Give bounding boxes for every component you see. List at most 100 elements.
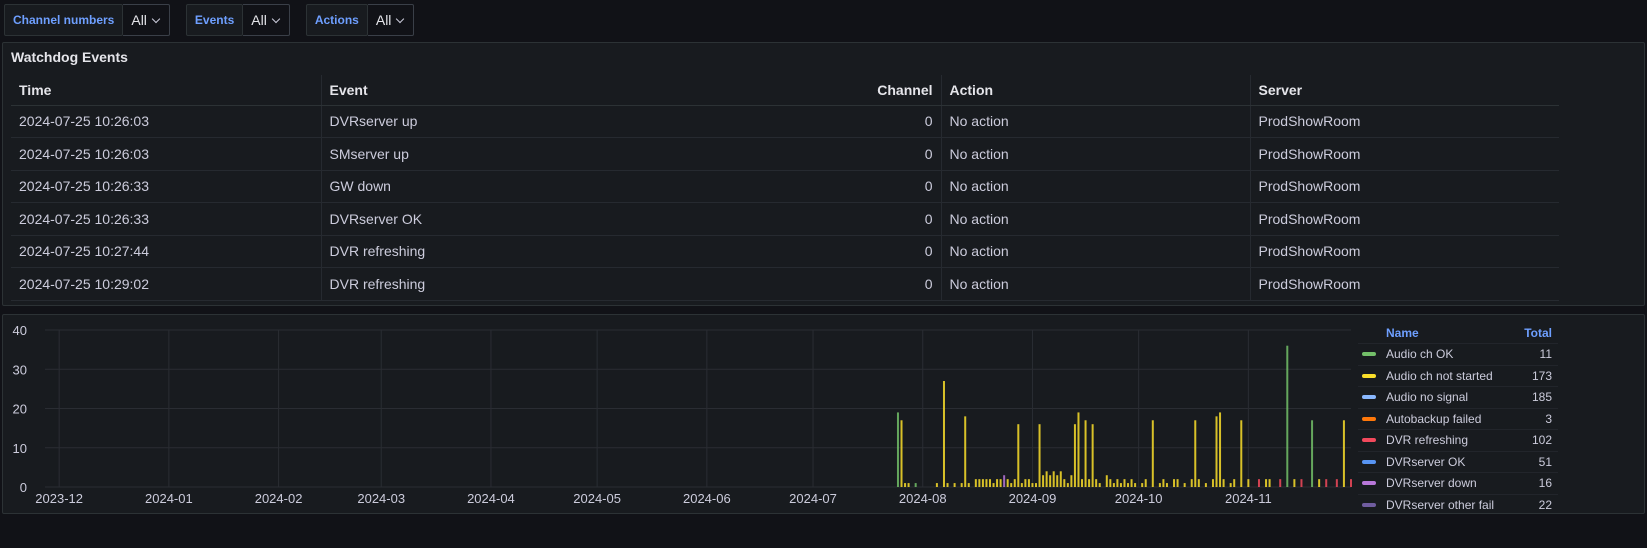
chart-bar: [1098, 483, 1101, 487]
chart-bar: [1024, 479, 1027, 487]
legend-swatch-icon: [1362, 459, 1376, 464]
chart-bar: [1027, 479, 1030, 487]
x-tick-label: 2024-02: [255, 491, 303, 506]
legend-swatch-icon: [1362, 438, 1376, 443]
chart-bar: [1190, 479, 1193, 487]
legend-item[interactable]: Autobackup failed 3: [1358, 407, 1558, 430]
column-header-time[interactable]: Time: [11, 75, 321, 106]
legend-item[interactable]: Audio ch OK 11: [1358, 343, 1558, 365]
filter-label-actions: Actions: [305, 4, 368, 36]
column-header-channel[interactable]: Channel: [631, 75, 941, 106]
chart-bar: [1229, 483, 1232, 487]
chart-bar: [1010, 483, 1013, 487]
actions-value: All: [375, 12, 392, 28]
chart-bar: [1222, 479, 1225, 487]
legend-item-total: 22: [1538, 497, 1552, 512]
chart-bar: [1109, 479, 1112, 487]
legend-item[interactable]: DVRserver OK 51: [1358, 450, 1558, 473]
legend-item[interactable]: Audio ch not started 173: [1358, 364, 1558, 387]
cell-time: 2024-07-25 10:26:03: [11, 105, 321, 138]
chart-bar: [1070, 475, 1073, 487]
table-body: 2024-07-25 10:26:03 DVRserver up 0 No actio…: [11, 105, 1559, 301]
chart-bar: [1233, 479, 1236, 487]
x-tick-label: 2024-05: [573, 491, 621, 506]
legend-swatch-icon: [1362, 481, 1376, 486]
chart-bar: [967, 483, 970, 487]
chart-bar: [904, 483, 907, 487]
chart-bar: [1204, 483, 1207, 487]
chart-bar: [1042, 475, 1045, 487]
y-tick-label: 30: [13, 362, 27, 377]
chart-bar: [1134, 483, 1137, 487]
chart-bar: [985, 479, 988, 487]
legend-item-name: DVRserver OK: [1386, 454, 1466, 469]
y-tick-label: 40: [13, 323, 27, 338]
cell-event: DVRserver OK: [320, 202, 631, 236]
legend-header: Name Total: [1358, 323, 1558, 343]
chart-bar: [1063, 479, 1066, 487]
cell-time: 2024-07-25 10:27:44: [11, 235, 321, 268]
chart-bar: [1081, 479, 1084, 487]
legend-swatch-icon: [1362, 502, 1376, 507]
cell-server: ProdShowRoom: [1249, 137, 1559, 171]
legend-item-total: 16: [1538, 476, 1552, 491]
chart-bar: [1342, 420, 1345, 487]
legend-name-header[interactable]: Name: [1386, 326, 1419, 340]
legend-item-name: Autobackup failed: [1386, 411, 1482, 426]
cell-channel: 0: [631, 170, 941, 203]
chart-bar: [900, 420, 903, 487]
chart-bar: [1052, 471, 1055, 487]
chart-bar: [1077, 412, 1080, 487]
chart-bar: [978, 479, 981, 487]
table-row: 2024-07-25 10:27:44 DVR refreshing 0 No act…: [11, 235, 1559, 268]
legend-item-name: DVRserver down: [1386, 476, 1477, 491]
legend-item[interactable]: Audio no signal 185: [1358, 386, 1558, 408]
chart-bar: [1144, 479, 1147, 487]
panel-title[interactable]: Watchdog Events: [11, 49, 128, 65]
column-header-action[interactable]: Action: [940, 75, 1250, 106]
legend-item-total: 11: [1539, 347, 1552, 362]
chart-bar: [988, 479, 991, 487]
chart-bar: [1091, 424, 1094, 487]
column-header-server[interactable]: Server: [1249, 75, 1559, 106]
chart-bar: [1045, 471, 1048, 487]
chart-bar: [999, 479, 1002, 487]
cell-action: No action: [940, 235, 1250, 268]
x-tick-label: 2024-01: [145, 491, 193, 506]
watchdog-events-panel: Watchdog Events Time Event Channel Actio…: [2, 42, 1645, 306]
legend-item[interactable]: DVRserver other fail 22: [1358, 493, 1558, 516]
chart-bar: [1247, 479, 1250, 487]
channel-numbers-select[interactable]: All: [123, 4, 170, 36]
filter-label-channel-numbers: Channel numbers: [4, 4, 124, 36]
events-table: Time Event Channel Action Server 2024-07…: [11, 75, 1559, 301]
legend-item-name: Audio no signal: [1386, 390, 1469, 405]
legend-item[interactable]: DVRserver down 16: [1358, 472, 1558, 494]
table-row: 2024-07-25 10:26:03 DVRserver up 0 No actio…: [11, 105, 1559, 138]
legend-item-name: DVR refreshing: [1386, 433, 1469, 448]
y-tick-label: 10: [13, 441, 27, 456]
y-tick-label: 20: [13, 402, 27, 417]
legend-item-total: 3: [1545, 411, 1552, 426]
events-select[interactable]: All: [243, 4, 290, 36]
chart-bar: [1049, 475, 1052, 487]
chart-bar: [953, 483, 956, 487]
legend-total-header[interactable]: Total: [1524, 326, 1552, 340]
chart-bar: [1265, 479, 1268, 487]
legend-item[interactable]: DVR refreshing 102: [1358, 429, 1558, 451]
cell-event: SMserver up: [320, 137, 631, 171]
chart-bar: [1088, 479, 1091, 487]
chart-bar: [1197, 479, 1200, 487]
column-header-event[interactable]: Event: [320, 75, 631, 106]
x-tick-label: 2024-08: [899, 491, 947, 506]
cell-channel: 0: [631, 105, 941, 138]
cell-channel: 0: [631, 235, 941, 268]
actions-select[interactable]: All: [367, 4, 415, 36]
chart-bar: [1105, 475, 1108, 487]
chart-bar: [896, 412, 899, 487]
filter-label-events: Events: [185, 4, 244, 36]
chart-bar: [1311, 420, 1314, 487]
cell-channel: 0: [631, 137, 941, 171]
chart-bar: [1073, 424, 1076, 487]
channel-numbers-value: All: [131, 12, 147, 28]
chart-bar: [1151, 420, 1154, 487]
